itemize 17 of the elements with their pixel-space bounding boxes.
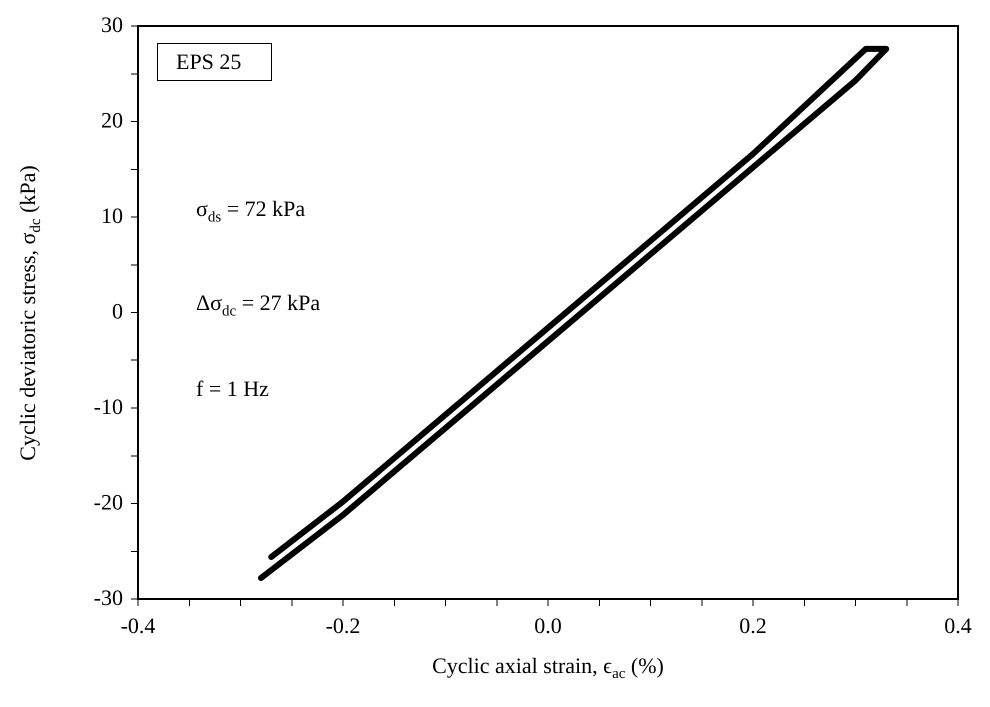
x-tick-label: 0.2 — [739, 612, 767, 638]
y-tick-label: 30 — [101, 12, 123, 37]
y-tick-label: -20 — [94, 489, 123, 514]
x-tick-label: 0.0 — [534, 612, 562, 638]
x-axis-title: Cyclic axial strain, ϵ$_{ac}$ (%) — [432, 652, 664, 684]
y-tick-label: -10 — [94, 394, 123, 419]
y-tick-label: -30 — [94, 584, 123, 610]
annotation: σ$_{ds}$ = 72 kPa — [196, 196, 306, 226]
x-tick-label: -0.2 — [326, 612, 360, 638]
annotation: f = 1 Hz — [196, 376, 269, 402]
y-tick-label: 0 — [112, 298, 123, 324]
x-tick-label: 0.4 — [944, 612, 972, 638]
y-tick-label: 20 — [101, 107, 123, 132]
annotation: EPS 25 — [157, 43, 272, 81]
y-tick-label: 10 — [101, 202, 123, 228]
x-tick-label: -0.4 — [120, 612, 156, 638]
annotation: Δσ$_{dc}$ = 27 kPa — [196, 290, 320, 320]
